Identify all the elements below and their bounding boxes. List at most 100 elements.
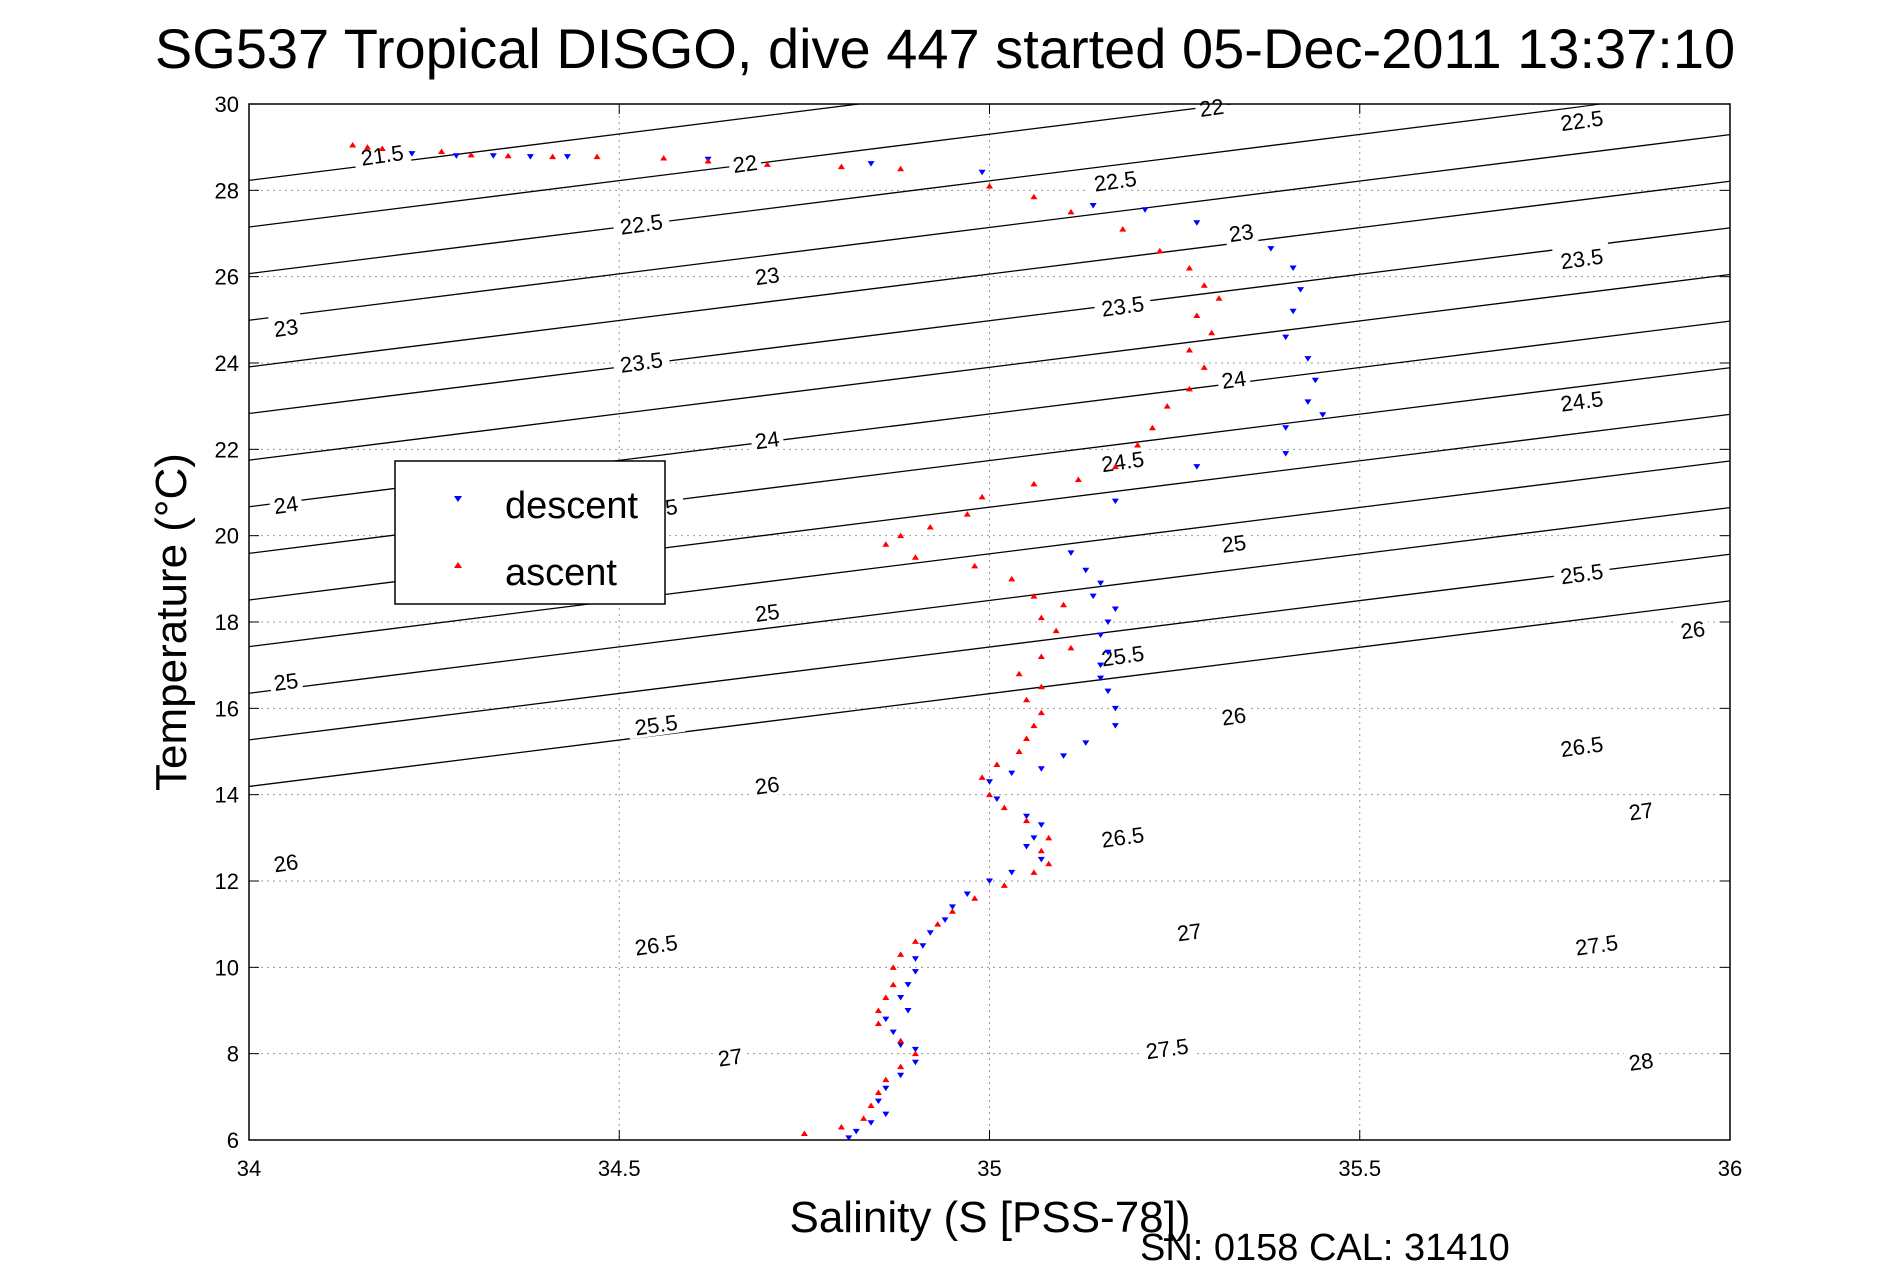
ascent-point <box>897 951 905 957</box>
descent-point <box>1037 766 1045 772</box>
descent-point <box>1060 753 1068 759</box>
descent-series <box>408 151 1327 1140</box>
contour-label: 24 <box>272 491 300 519</box>
ascent-point <box>897 1037 905 1044</box>
contour-label-mask <box>1093 444 1152 477</box>
ascent-point <box>504 152 512 159</box>
contour-label-mask <box>1675 614 1711 643</box>
ascent-point <box>1185 347 1193 353</box>
descent-point <box>919 943 927 949</box>
contour-label: 25 <box>1220 530 1248 558</box>
contour-label-mask <box>626 927 686 960</box>
contour-line-21-5 <box>249 104 864 182</box>
ascent-point <box>1045 834 1053 841</box>
descent-point <box>993 796 1001 802</box>
ascent-point <box>1067 208 1075 215</box>
ascent-point <box>1030 193 1038 200</box>
legend-descent-label: descent <box>505 485 639 527</box>
contour-label-mask <box>1623 795 1659 825</box>
contour-label: 24.5 <box>1559 386 1605 417</box>
contour-label: 27 <box>1176 918 1204 946</box>
legend-descent-marker <box>454 496 462 502</box>
y-tick-label: 22 <box>215 437 239 462</box>
descent-point <box>1104 619 1112 625</box>
contour-label: 24 <box>1220 366 1248 394</box>
descent-point <box>408 151 416 157</box>
ascent-point <box>978 493 986 500</box>
ascent-point <box>467 151 475 158</box>
contour-label: 26 <box>1679 616 1707 644</box>
ascent-point <box>882 994 890 1001</box>
contour-label-mask <box>1216 700 1252 730</box>
contour-label: 23.5 <box>1100 291 1146 322</box>
contour-label: 27 <box>716 1043 744 1071</box>
descent-point <box>1282 334 1290 341</box>
ascent-point <box>1030 722 1038 729</box>
descent-point <box>867 161 875 167</box>
contour-label: 26 <box>753 771 781 799</box>
ascent-point <box>1023 817 1031 824</box>
descent-point <box>1008 869 1016 876</box>
ascent-point <box>911 1050 919 1057</box>
contour-label: 28 <box>1627 1048 1655 1076</box>
ascent-point <box>1015 670 1023 677</box>
ascent-point <box>1037 847 1045 854</box>
ascent-point <box>897 165 905 172</box>
ascent-point <box>889 964 897 970</box>
ascent-point <box>363 144 371 150</box>
ascent-point <box>660 154 668 161</box>
y-tick-label: 14 <box>215 783 239 808</box>
ascent-point <box>934 921 942 927</box>
contour-label: 23.5 <box>1559 244 1605 275</box>
descent-point <box>1319 412 1327 418</box>
y-tick-label: 30 <box>215 92 239 117</box>
contour-label-mask <box>1216 528 1252 557</box>
y-tick-label: 6 <box>227 1128 239 1153</box>
ascent-point <box>1030 480 1038 487</box>
contour-label: 27.5 <box>1574 930 1620 961</box>
descent-point <box>986 779 993 785</box>
descent-point <box>1082 740 1090 746</box>
descent-point <box>1097 662 1105 669</box>
x-tick-label: 35.5 <box>1338 1156 1381 1181</box>
descent-point <box>1067 550 1075 556</box>
ascent-point <box>837 163 845 170</box>
descent-point <box>911 969 919 975</box>
descent-point <box>926 930 934 936</box>
ascent-point <box>897 1063 905 1070</box>
legend-box <box>394 460 666 605</box>
contour-label: 23 <box>272 314 300 342</box>
contour-label-mask <box>749 424 785 453</box>
contour-label-mask <box>268 847 304 876</box>
descent-point <box>1082 567 1090 574</box>
contour-label: 22.5 <box>1092 166 1138 197</box>
ascent-point <box>549 153 557 160</box>
contour-label-mask <box>268 312 304 341</box>
descent-point <box>1008 770 1016 777</box>
descent-point <box>897 1042 905 1049</box>
contour-label-mask <box>268 489 304 518</box>
y-tick-label: 26 <box>215 265 239 290</box>
x-tick-label: 35 <box>977 1156 1001 1181</box>
contour-label: 26.5 <box>633 930 679 961</box>
descent-point <box>1289 265 1297 272</box>
ascent-point <box>1185 385 1193 392</box>
contour-line-23 <box>249 134 1730 321</box>
descent-point <box>1289 308 1297 315</box>
descent-point <box>1104 688 1112 695</box>
descent-point <box>1141 207 1149 213</box>
ascent-point <box>897 532 905 539</box>
ascent-series <box>349 142 1223 1137</box>
contour-label: 26 <box>1220 702 1248 730</box>
ascent-point <box>926 524 934 530</box>
ascent-point <box>1000 882 1008 888</box>
descent-point <box>1030 835 1038 841</box>
contour-label: 25.5 <box>1559 559 1605 590</box>
legend: descent ascent <box>394 460 666 605</box>
contour-label: 23 <box>753 262 781 290</box>
ascent-point <box>349 142 357 148</box>
contour-label-mask <box>1193 92 1229 121</box>
contour-label: 22.5 <box>618 209 664 240</box>
descent-point <box>1111 498 1119 505</box>
descent-point <box>904 1008 912 1014</box>
